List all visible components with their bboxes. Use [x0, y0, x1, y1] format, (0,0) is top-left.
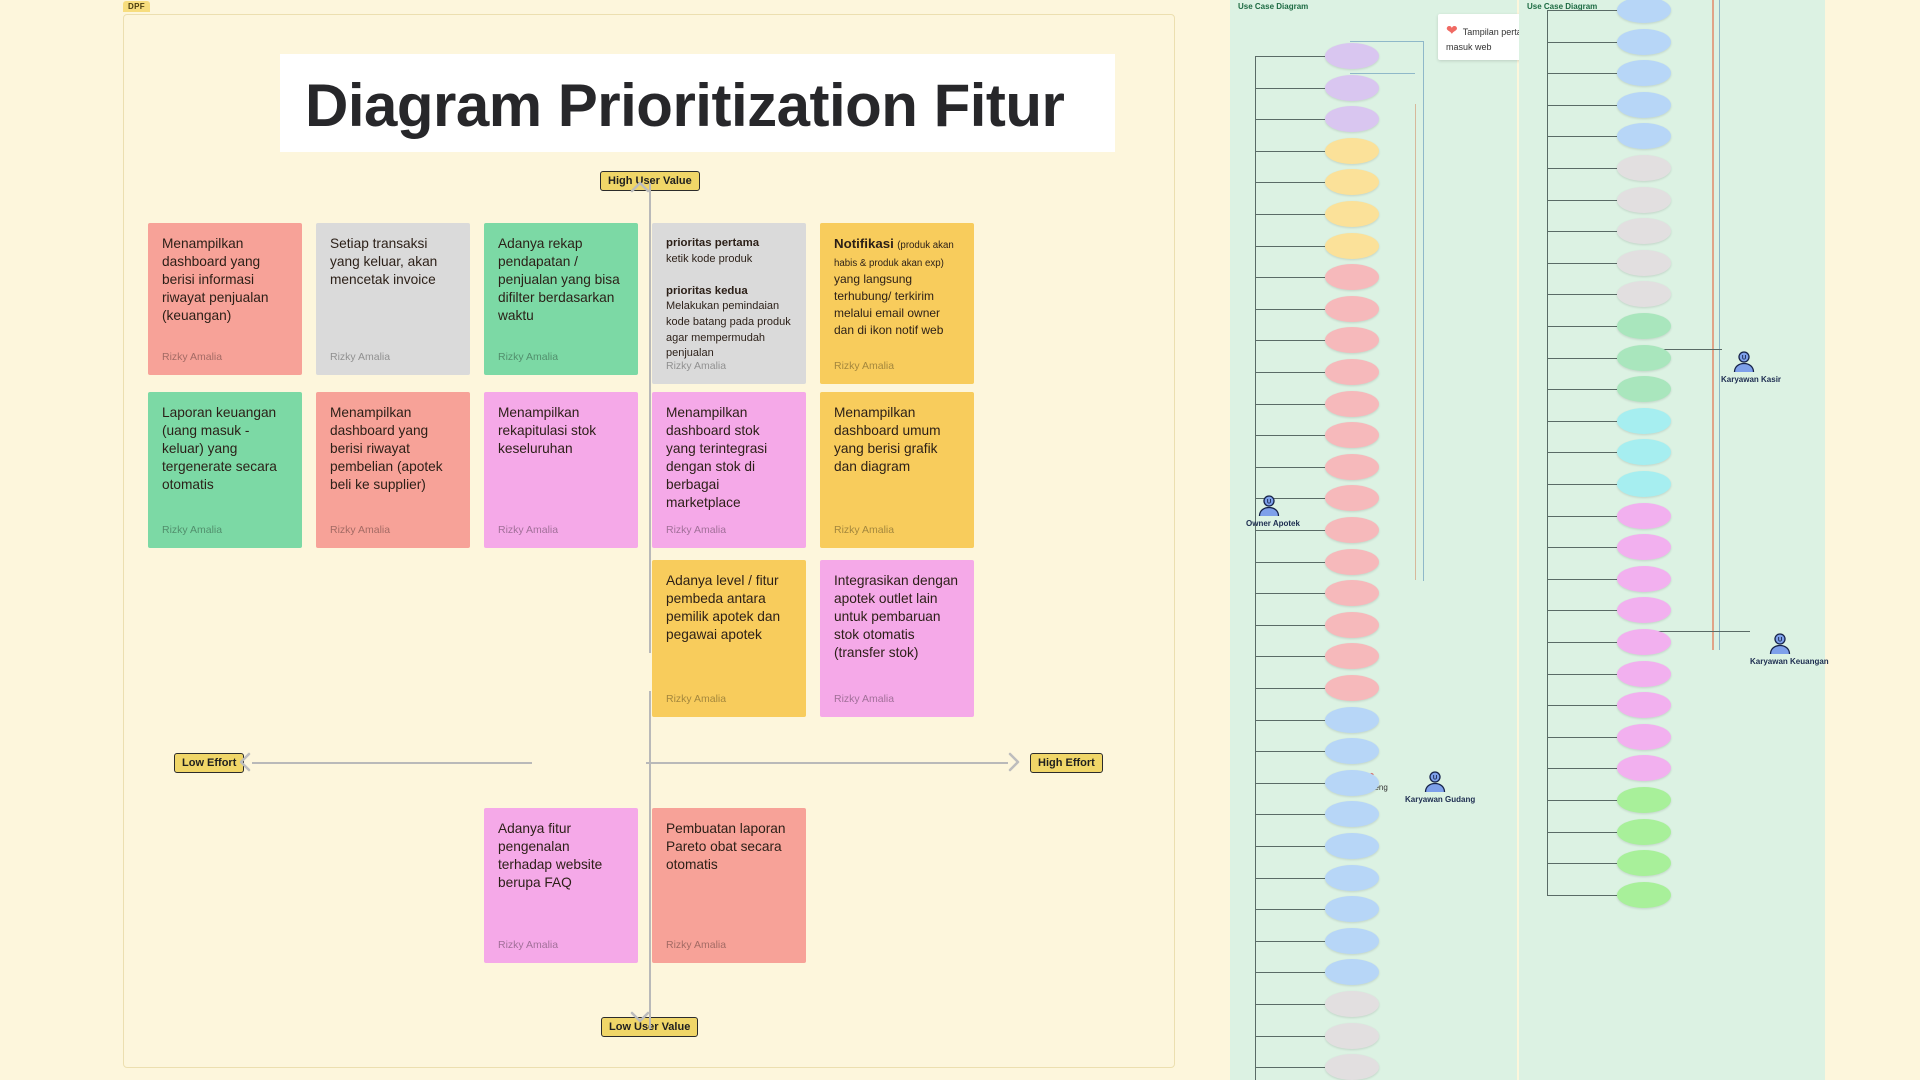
svg-text:U: U	[1433, 775, 1437, 781]
svg-text:U: U	[1778, 637, 1782, 643]
svg-text:U: U	[1742, 355, 1746, 361]
svg-text:U: U	[1267, 499, 1271, 505]
